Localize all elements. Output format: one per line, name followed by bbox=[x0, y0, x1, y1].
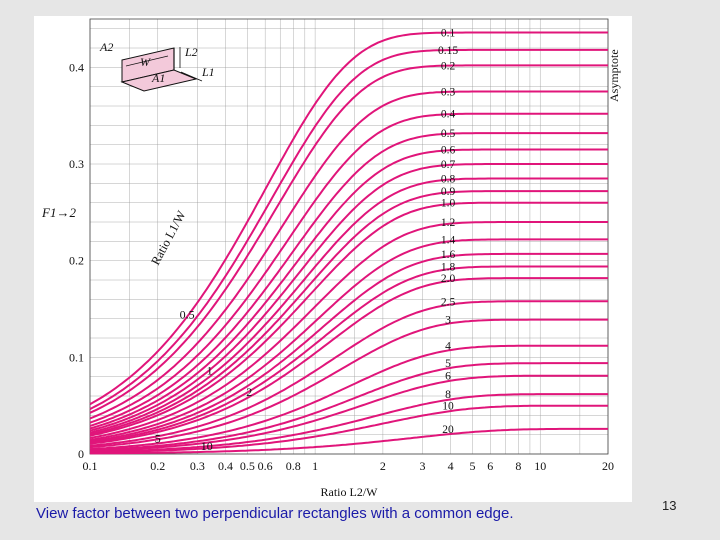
y-tick-label: 0.2 bbox=[69, 254, 84, 268]
chart-svg: 0.1 0.2 0.3 0.4 0.5 0.6 0.8 1 2 3 4 5 6 8 10 2000.10.20… bbox=[41, 18, 621, 499]
series-label: 0.9 bbox=[441, 186, 456, 198]
series-label: 6 bbox=[445, 371, 451, 383]
slide-caption: View factor between two perpendicular re… bbox=[36, 505, 514, 522]
x-tick-label: 1 bbox=[312, 459, 318, 473]
x-axis-label: Ratio L2/W bbox=[321, 485, 379, 499]
x-tick-label: 0.3 bbox=[190, 459, 205, 473]
x-tick-label: 0.6 bbox=[258, 459, 273, 473]
series-curve bbox=[89, 163, 608, 432]
series-label: 8 bbox=[445, 389, 451, 401]
series-curve bbox=[89, 132, 608, 427]
series-curve bbox=[89, 177, 608, 434]
x-tick-label: 0.2 bbox=[150, 459, 165, 473]
series-curve bbox=[89, 300, 608, 447]
x-tick-label: 2 bbox=[380, 459, 386, 473]
y-tick-label: 0.3 bbox=[69, 157, 84, 171]
y-tick-label: 0.4 bbox=[69, 60, 84, 74]
series-curve bbox=[90, 427, 608, 455]
series-label: 0.1 bbox=[441, 28, 456, 40]
series-label: 5 bbox=[445, 358, 451, 370]
x-tick-label: 4 bbox=[448, 459, 454, 473]
series-curve bbox=[89, 404, 608, 454]
asymptote-label: Asymptote bbox=[607, 49, 621, 102]
x-tick-label: 0.4 bbox=[218, 459, 233, 473]
series-label: 2.0 bbox=[441, 273, 456, 285]
x-tick-label: 0.5 bbox=[240, 459, 255, 473]
series-label: 1.4 bbox=[441, 234, 456, 246]
x-tick-label: 0.1 bbox=[83, 459, 98, 473]
series-label: 0.4 bbox=[441, 109, 456, 121]
series-curve bbox=[89, 221, 608, 439]
series-label: 4 bbox=[445, 341, 451, 353]
x-tick-label: 20 bbox=[602, 459, 614, 473]
series-curve bbox=[89, 201, 608, 437]
geometry-inset-diagram: A2 L2 W L1 A1 bbox=[99, 40, 215, 92]
series-label: 3 bbox=[445, 315, 451, 327]
series-label: 2.5 bbox=[441, 296, 456, 308]
series-label: 1.2 bbox=[441, 217, 456, 229]
series-curve bbox=[89, 148, 608, 430]
curve-family-label: Ratio L1/W bbox=[148, 208, 188, 267]
series-curve bbox=[89, 252, 608, 443]
x-tick-label: 8 bbox=[515, 459, 521, 473]
series-label: 0.5 bbox=[441, 128, 456, 140]
series-curve bbox=[89, 238, 608, 441]
inset-label-l2: L2 bbox=[184, 45, 198, 59]
plot-frame bbox=[89, 18, 609, 455]
series-curve bbox=[89, 318, 608, 449]
series-label: 0.15 bbox=[438, 45, 458, 57]
series-curve bbox=[89, 277, 608, 445]
y-tick-label: 0.1 bbox=[69, 350, 84, 364]
inset-label-a2: A2 bbox=[99, 40, 113, 54]
series-label: 0.7 bbox=[441, 159, 456, 171]
series-curve bbox=[89, 112, 608, 424]
series-curve bbox=[89, 64, 608, 414]
y-tick-label: 0 bbox=[78, 447, 84, 461]
series-curve bbox=[89, 48, 608, 410]
x-tick-label: 0.8 bbox=[286, 459, 301, 473]
series-curve bbox=[89, 374, 608, 452]
curve-annotation: 1 bbox=[207, 364, 213, 378]
series-label: 1.8 bbox=[441, 261, 456, 273]
series-label: 1.6 bbox=[441, 249, 456, 261]
curve-annotation: 10 bbox=[201, 439, 213, 453]
inset-label-l1: L1 bbox=[201, 65, 215, 79]
curve-annotation: 5 bbox=[155, 431, 161, 445]
x-tick-label: 5 bbox=[469, 459, 475, 473]
x-tick-label: 6 bbox=[487, 459, 493, 473]
curve-annotation: 0.5 bbox=[180, 308, 195, 322]
slide-number: 13 bbox=[662, 498, 677, 513]
curve-annotation: 2 bbox=[246, 385, 252, 399]
inset-label-a1: A1 bbox=[151, 71, 165, 85]
series-label: 20 bbox=[442, 424, 454, 436]
series-label: 0.2 bbox=[441, 60, 456, 72]
y-axis-label: F1→2 bbox=[41, 205, 76, 220]
x-tick-label: 10 bbox=[534, 459, 546, 473]
series-label: 0.3 bbox=[441, 87, 456, 99]
series-curve bbox=[90, 393, 608, 453]
series-curve bbox=[89, 362, 608, 452]
chart-panel: 0.1 0.2 0.3 0.4 0.5 0.6 0.8 1 2 3 4 5 6 8 10 20 0 0.1 0.2 0… bbox=[34, 16, 632, 502]
series-label: 1.0 bbox=[441, 198, 456, 210]
series-curve bbox=[89, 90, 608, 420]
series-label: 0.6 bbox=[441, 145, 456, 157]
series-label: 10 bbox=[442, 401, 454, 413]
series-curve bbox=[89, 31, 608, 406]
series-label: 0.8 bbox=[441, 174, 456, 186]
inset-label-w: W bbox=[140, 55, 151, 69]
series-curve bbox=[89, 344, 608, 451]
x-tick-label: 3 bbox=[420, 459, 426, 473]
series-curve bbox=[89, 265, 608, 444]
series-curve bbox=[89, 190, 608, 436]
